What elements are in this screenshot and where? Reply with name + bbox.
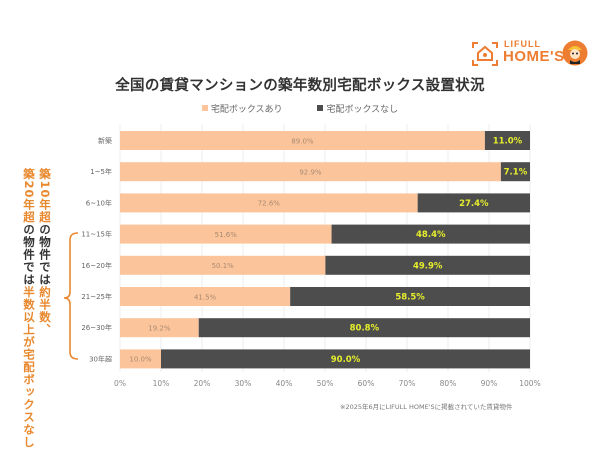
category-label: 30年超 bbox=[89, 354, 112, 363]
bar-without-box bbox=[500, 162, 530, 182]
bar-with-box bbox=[120, 162, 501, 182]
annotation-segment: の物件では bbox=[38, 223, 52, 287]
data-label-with-box: 72.6% bbox=[258, 200, 281, 208]
logo-text-small: LIFULL bbox=[504, 39, 541, 49]
category-label: 21~25年 bbox=[81, 292, 112, 301]
x-tick-label: 100% bbox=[519, 379, 540, 388]
chart-legend: 宅配ボックスあり 宅配ボックスなし bbox=[0, 102, 600, 115]
data-label-without-box: 80.8% bbox=[350, 324, 380, 334]
data-label-with-box: 92.9% bbox=[299, 169, 322, 177]
x-tick-label: 60% bbox=[358, 379, 375, 388]
footnote: ※2025年6月にLIFULL HOME'Sに掲載されていた賃貸物件 bbox=[340, 403, 513, 411]
data-label-without-box: 27.4% bbox=[459, 199, 489, 209]
annotation-text-col2: 築20年超の物件では半数以上が宅配ボックスなし bbox=[22, 168, 36, 449]
lifull-homes-logo: LIFULL HOME'S bbox=[470, 38, 590, 70]
annotation-segment: 半数以上が宅配ボックスなし bbox=[22, 286, 36, 449]
legend-swatch-without-box bbox=[317, 105, 324, 111]
x-axis-ticks: 0% 10% 20% 30% 40% 50% 60% 70% 80% 90% 100% bbox=[114, 379, 541, 388]
category-label: 16~20年 bbox=[81, 261, 112, 270]
category-label: 新築 bbox=[98, 136, 112, 145]
data-label-without-box: 48.4% bbox=[416, 230, 446, 240]
bar-without-box bbox=[417, 193, 530, 213]
category-label: 6~10年 bbox=[86, 198, 112, 207]
x-tick-label: 30% bbox=[235, 379, 252, 388]
bar-with-box bbox=[120, 131, 485, 150]
legend-swatch-with-box bbox=[201, 105, 208, 111]
category-label: 26~30年 bbox=[81, 323, 112, 332]
bar-with-box bbox=[120, 224, 332, 244]
data-label-with-box: 10.0% bbox=[129, 356, 152, 364]
x-tick-label: 90% bbox=[481, 379, 498, 388]
x-tick-label: 40% bbox=[276, 379, 293, 388]
bar-with-box bbox=[120, 193, 418, 213]
legend-label-without-box: 宅配ボックスなし bbox=[326, 105, 399, 115]
bars: 89.0% 11.0% 92.9% 7.1% 72.6% 27.4% 51.6% 48.4% 5… bbox=[120, 131, 530, 369]
x-tick-label: 50% bbox=[317, 379, 334, 388]
bar-without-box bbox=[325, 255, 530, 275]
bar-with-box bbox=[120, 287, 291, 306]
category-label: 11~15年 bbox=[81, 230, 112, 239]
x-tick-label: 0% bbox=[114, 379, 126, 388]
data-label-with-box: 50.1% bbox=[212, 262, 235, 270]
data-label-with-box: 19.2% bbox=[148, 325, 171, 333]
data-label-without-box: 90.0% bbox=[331, 355, 361, 365]
legend-item-with-box: 宅配ボックスあり bbox=[201, 102, 283, 115]
legend-label-with-box: 宅配ボックスあり bbox=[210, 105, 283, 115]
legend-item-without-box: 宅配ボックスなし bbox=[317, 102, 398, 115]
data-label-with-box: 89.0% bbox=[291, 137, 314, 145]
data-label-with-box: 41.5% bbox=[194, 293, 217, 301]
bar-without-box bbox=[161, 349, 530, 369]
data-label-with-box: 51.6% bbox=[215, 231, 238, 239]
annotation-brace bbox=[63, 232, 79, 360]
logo-text-big: HOME'S bbox=[503, 48, 565, 65]
data-label-without-box: 49.9% bbox=[413, 261, 443, 271]
x-tick-label: 70% bbox=[399, 379, 416, 388]
x-tick-label: 80% bbox=[440, 379, 457, 388]
annotation-text-col1: 築10年超の物件では約半数、 bbox=[38, 168, 52, 336]
chart-title: 全国の賃貸マンションの築年数別宅配ボックス設置状況 bbox=[115, 78, 485, 94]
bar-without-box bbox=[484, 131, 530, 150]
annotation-segment: 約半数、 bbox=[38, 286, 52, 337]
x-tick-label: 20% bbox=[194, 379, 211, 388]
house-icon bbox=[472, 42, 498, 66]
bar-with-box bbox=[120, 255, 326, 275]
bar-without-box bbox=[331, 224, 530, 244]
annotation-segment: 築20年超 bbox=[22, 168, 36, 224]
bar-with-box bbox=[120, 318, 199, 338]
category-label: 1~5年 bbox=[90, 167, 112, 176]
annotation-segment: 築10年超 bbox=[38, 168, 52, 224]
data-label-without-box: 7.1% bbox=[504, 168, 528, 178]
category-labels: 新築 1~5年 6~10年 11~15年 16~20年 21~25年 26~30年 30年超 bbox=[81, 136, 112, 363]
bar-without-box bbox=[198, 318, 530, 338]
data-label-without-box: 11.0% bbox=[493, 137, 523, 147]
annotation-segment: の物件では bbox=[22, 223, 36, 287]
bar-without-box bbox=[290, 287, 530, 306]
x-tick-label: 10% bbox=[153, 379, 170, 388]
bar-with-box bbox=[120, 349, 161, 369]
mascot-icon bbox=[562, 40, 588, 66]
data-label-without-box: 58.5% bbox=[395, 293, 425, 303]
